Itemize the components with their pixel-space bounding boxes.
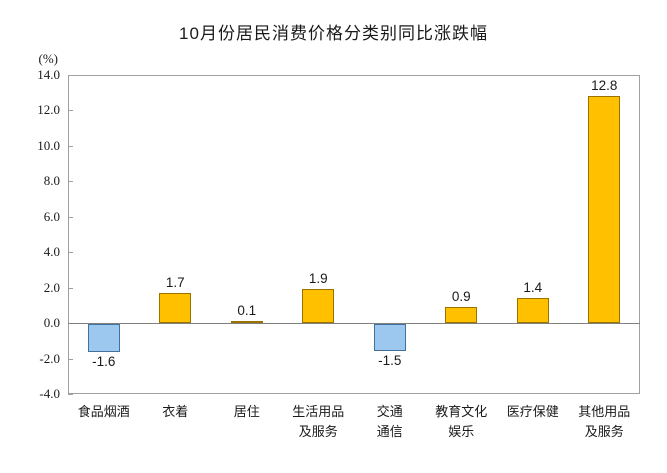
bar-value-label: -1.5 — [378, 352, 402, 368]
bar — [159, 292, 192, 324]
chart-title: 10月份居民消费价格分类别同比涨跌幅 — [179, 24, 488, 43]
bar — [516, 298, 549, 324]
y-axis-tick-label: 6.0 — [43, 208, 60, 224]
plot-area — [68, 75, 640, 394]
x-axis-category-label: 食品烟酒 — [77, 404, 130, 419]
bar — [302, 289, 335, 324]
bar-value-label: 1.4 — [523, 280, 543, 296]
y-axis-tick — [68, 110, 73, 112]
y-axis-tick — [68, 216, 73, 218]
bar — [87, 324, 120, 353]
bar-value-label: 0.1 — [237, 303, 257, 319]
y-axis-tick — [68, 358, 73, 360]
y-axis-tick-label: 14.0 — [37, 67, 60, 82]
x-axis-category-label: 衣着 — [162, 404, 189, 419]
y-axis-tick-label: 0.0 — [43, 315, 60, 331]
y-axis-tick-label: 4.0 — [43, 244, 60, 260]
x-axis-category-label: 及服务 — [298, 424, 338, 439]
y-axis-tick — [68, 252, 73, 254]
y-axis-tick-label: 10.0 — [37, 137, 60, 153]
y-axis-tick — [68, 145, 73, 147]
bar — [373, 324, 406, 351]
y-axis-tick-label: 8.0 — [43, 173, 60, 189]
x-axis-category-label: 及服务 — [584, 424, 624, 439]
x-axis-category-label: 其他用品 — [578, 404, 631, 419]
x-axis-category-label: 娱乐 — [448, 424, 475, 439]
y-axis-tick — [68, 181, 73, 183]
bar-value-label: 1.7 — [165, 274, 185, 290]
bar — [588, 96, 621, 324]
y-axis-tick — [68, 394, 73, 395]
bar-value-label: 0.9 — [451, 289, 471, 305]
x-axis-category-label: 医疗保健 — [506, 404, 559, 419]
bar-value-label: 1.9 — [308, 271, 328, 287]
y-axis-tick — [68, 75, 73, 76]
x-axis-category-label: 生活用品 — [292, 404, 345, 419]
y-axis-tick-label: -4.0 — [39, 386, 60, 401]
x-axis-category-label: 居住 — [233, 404, 260, 419]
x-axis-category-label: 教育文化 — [435, 404, 488, 419]
y-axis-unit-label: (%) — [38, 51, 59, 66]
bar — [230, 321, 263, 324]
zero-baseline — [68, 323, 640, 325]
y-axis-tick-label: -2.0 — [39, 350, 60, 366]
x-axis-category-label: 通信 — [376, 424, 403, 439]
bar — [445, 307, 478, 324]
y-axis-tick — [68, 287, 73, 289]
y-axis-tick-label: 2.0 — [43, 279, 60, 295]
x-axis-category-label: 交通 — [376, 404, 403, 419]
bar-value-label: 12.8 — [591, 78, 618, 94]
bar-value-label: -1.6 — [92, 354, 116, 370]
y-axis-tick-label: 12.0 — [37, 102, 60, 118]
